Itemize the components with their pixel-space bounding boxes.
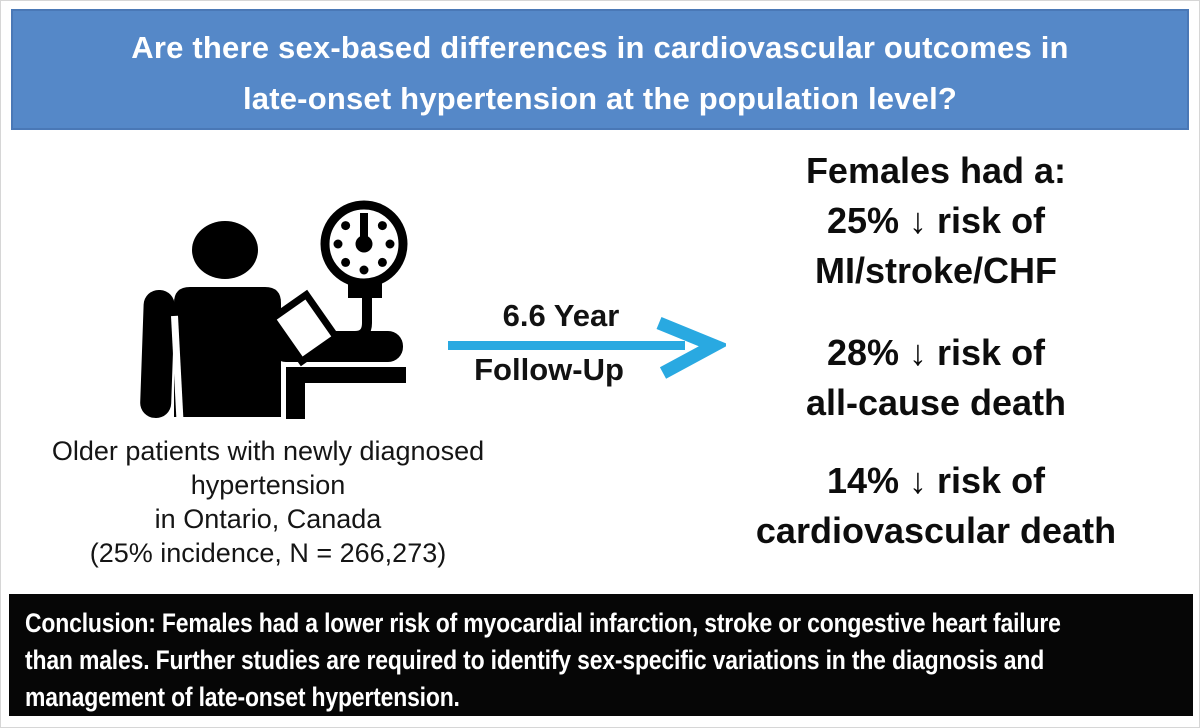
followup-label: Follow-Up	[474, 352, 624, 387]
outcome-stat-cardiovascular-death: 14% ↓ risk of cardiovascular death	[706, 456, 1166, 556]
followup-arrow-icon	[448, 316, 726, 379]
blood-pressure-measurement-icon	[140, 200, 408, 420]
stat-value-line: 25% ↓ risk of	[826, 200, 1046, 241]
stat-desc-line: all-cause death	[805, 382, 1067, 423]
conclusion-line-1: Conclusion: Females had a lower risk of …	[25, 608, 1061, 638]
title-banner: Are there sex-based differences in cardi…	[11, 9, 1189, 130]
stat-value-line: 28% ↓ risk of	[826, 332, 1046, 373]
outcome-stat-all-cause-death: 28% ↓ risk of all-cause death	[706, 328, 1166, 428]
stat-desc-line: MI/stroke/CHF	[814, 250, 1058, 291]
outcome-stat-mi-stroke-chf: 25% ↓ risk of MI/stroke/CHF	[706, 196, 1166, 296]
outcomes-panel: Females had a: 25% ↓ risk of MI/stroke/C…	[706, 146, 1166, 556]
conclusion-line-2: than males. Further studies are required…	[25, 645, 1045, 675]
conclusion-line-3: management of late-onset hypertension.	[25, 682, 460, 712]
outcomes-heading: Females had a:	[805, 150, 1067, 191]
conclusion-box: Conclusion: Females had a lower risk of …	[9, 594, 1193, 716]
population-caption: Older patients with newly diagnosed hype…	[18, 434, 518, 570]
caption-line-2: hypertension	[190, 470, 346, 500]
title-line-1: Are there sex-based differences in cardi…	[131, 30, 1069, 65]
title-line-2: late-onset hypertension at the populatio…	[242, 81, 958, 116]
caption-line-3: in Ontario, Canada	[154, 504, 382, 534]
caption-line-1: Older patients with newly diagnosed	[51, 436, 485, 466]
followup-duration-label: 6.6 Year	[502, 298, 620, 333]
stat-value-line: 14% ↓ risk of	[826, 460, 1046, 501]
stat-desc-line: cardiovascular death	[755, 510, 1117, 551]
caption-line-4: (25% incidence, N = 266,273)	[89, 538, 447, 568]
